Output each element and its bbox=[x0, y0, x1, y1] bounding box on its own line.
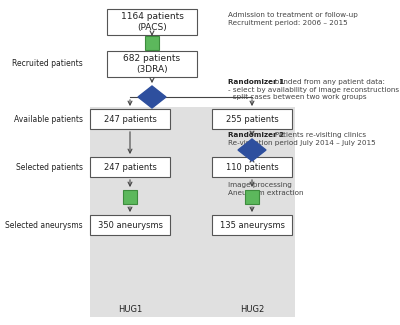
Polygon shape bbox=[138, 86, 166, 108]
Bar bbox=[90, 107, 295, 317]
Text: Available patients: Available patients bbox=[14, 114, 83, 124]
Text: Re-visitation period July 2014 – July 2015: Re-visitation period July 2014 – July 20… bbox=[228, 140, 376, 146]
Text: HUG1: HUG1 bbox=[118, 306, 142, 315]
Text: Randomizer 1: Randomizer 1 bbox=[228, 79, 284, 85]
Text: 135 aneurysms: 135 aneurysms bbox=[220, 220, 284, 229]
Text: 350 aneurysms: 350 aneurysms bbox=[98, 220, 162, 229]
Text: HUG2: HUG2 bbox=[240, 306, 264, 315]
Bar bbox=[107, 9, 197, 35]
Bar bbox=[107, 51, 197, 77]
Bar bbox=[212, 215, 292, 235]
Bar bbox=[212, 157, 292, 177]
Bar bbox=[90, 157, 170, 177]
Bar bbox=[145, 36, 159, 50]
Bar bbox=[245, 190, 259, 204]
Text: - split cases between two work groups: - split cases between two work groups bbox=[228, 94, 367, 100]
Text: : Patients re-visiting clinics: : Patients re-visiting clinics bbox=[270, 132, 366, 138]
Text: Image processing
Aneurysm extraction: Image processing Aneurysm extraction bbox=[228, 183, 304, 196]
Polygon shape bbox=[238, 139, 266, 161]
Text: : blinded from any patient data:: : blinded from any patient data: bbox=[270, 79, 385, 85]
Text: 1164 patients
(PACS): 1164 patients (PACS) bbox=[120, 12, 184, 32]
Bar bbox=[90, 109, 170, 129]
Text: 247 patients: 247 patients bbox=[104, 162, 156, 172]
Bar bbox=[123, 190, 137, 204]
Text: Selected patients: Selected patients bbox=[16, 162, 83, 172]
Bar bbox=[212, 109, 292, 129]
Text: Randomizer 2: Randomizer 2 bbox=[228, 132, 284, 138]
Text: 110 patients: 110 patients bbox=[226, 162, 278, 172]
Text: - select by availability of image reconstructions: - select by availability of image recons… bbox=[228, 87, 399, 93]
Bar bbox=[90, 215, 170, 235]
Text: 255 patients: 255 patients bbox=[226, 114, 278, 124]
Text: Admission to treatment or follow-up
Recruitment period: 2006 – 2015: Admission to treatment or follow-up Recr… bbox=[228, 12, 358, 25]
Text: Selected aneurysms: Selected aneurysms bbox=[5, 220, 83, 229]
Text: 247 patients: 247 patients bbox=[104, 114, 156, 124]
Text: Recruited patients: Recruited patients bbox=[12, 59, 83, 69]
Text: 682 patients
(3DRA): 682 patients (3DRA) bbox=[124, 54, 180, 74]
